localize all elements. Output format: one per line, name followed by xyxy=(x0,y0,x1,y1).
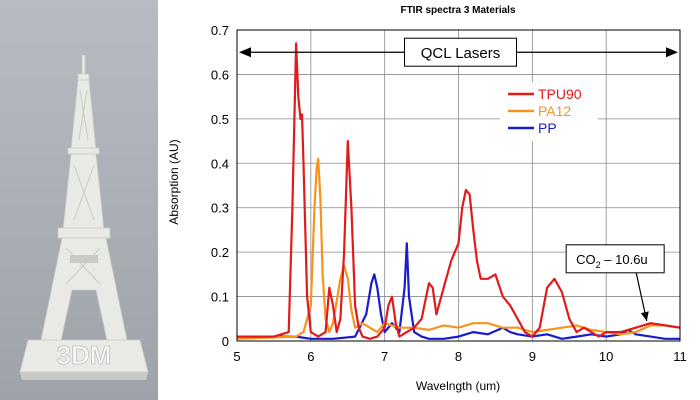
qcl-arrowhead-right xyxy=(666,47,678,58)
legend-label-pa12: PA12 xyxy=(538,103,571,119)
plot-area-frame xyxy=(236,29,681,342)
x-tick-label: 6 xyxy=(307,349,314,364)
x-axis-ticks: 5 6 7 8 9 10 11 xyxy=(233,349,686,364)
x-tick-label: 7 xyxy=(381,349,388,364)
legend-label-pp: PP xyxy=(538,120,557,136)
x-tick-label: 11 xyxy=(673,349,687,364)
co2-arrowhead xyxy=(640,311,649,322)
ftir-chart: FTIR spectra 3 Materials 5 6 7 8 9 10 11 00.10… xyxy=(167,5,687,393)
qcl-label-box xyxy=(404,37,517,67)
y-tick-label: 0.1 xyxy=(211,290,229,305)
co2-annotation: CO2 – 10.6u xyxy=(565,244,665,322)
y-tick-label: 0.7 xyxy=(211,23,229,38)
x-axis-label: Wavelngth (um) xyxy=(416,379,500,393)
chart-series-layer xyxy=(236,42,681,340)
x-tick-label: 9 xyxy=(529,349,536,364)
legend-label-tpu90: TPU90 xyxy=(538,86,582,102)
co2-label-box xyxy=(565,244,665,274)
qcl-arrowhead-left xyxy=(239,47,251,58)
model-base-label: 3DM xyxy=(57,340,112,370)
y-tick-label: 0 xyxy=(222,334,229,349)
y-tick-label: 0.3 xyxy=(211,201,229,216)
qcl-lasers-annotation: QCL Lasers xyxy=(239,37,678,67)
y-tick-label: 0.6 xyxy=(211,67,229,82)
y-tick-label: 0.4 xyxy=(211,156,229,171)
series-line-tpu90 xyxy=(237,42,681,340)
eiffel-tower-photo: 3DM xyxy=(0,0,158,400)
y-tick-label: 0.2 xyxy=(211,245,229,260)
y-tick-label: 0.5 xyxy=(211,112,229,127)
x-tick-label: 10 xyxy=(599,349,613,364)
chart-title: FTIR spectra 3 Materials xyxy=(400,5,515,16)
qcl-label: QCL Lasers xyxy=(421,45,500,62)
eiffel-tower-model xyxy=(19,54,149,380)
y-axis-ticks: 0 0.1 0.2 0.3 0.4 0.5 0.6 0.7 xyxy=(211,23,229,349)
x-tick-label: 5 xyxy=(233,349,240,364)
co2-label: CO2 – 10.6u xyxy=(576,252,648,270)
x-tick-label: 8 xyxy=(455,349,462,364)
y-axis-label: Absorption (AU) xyxy=(167,139,181,224)
